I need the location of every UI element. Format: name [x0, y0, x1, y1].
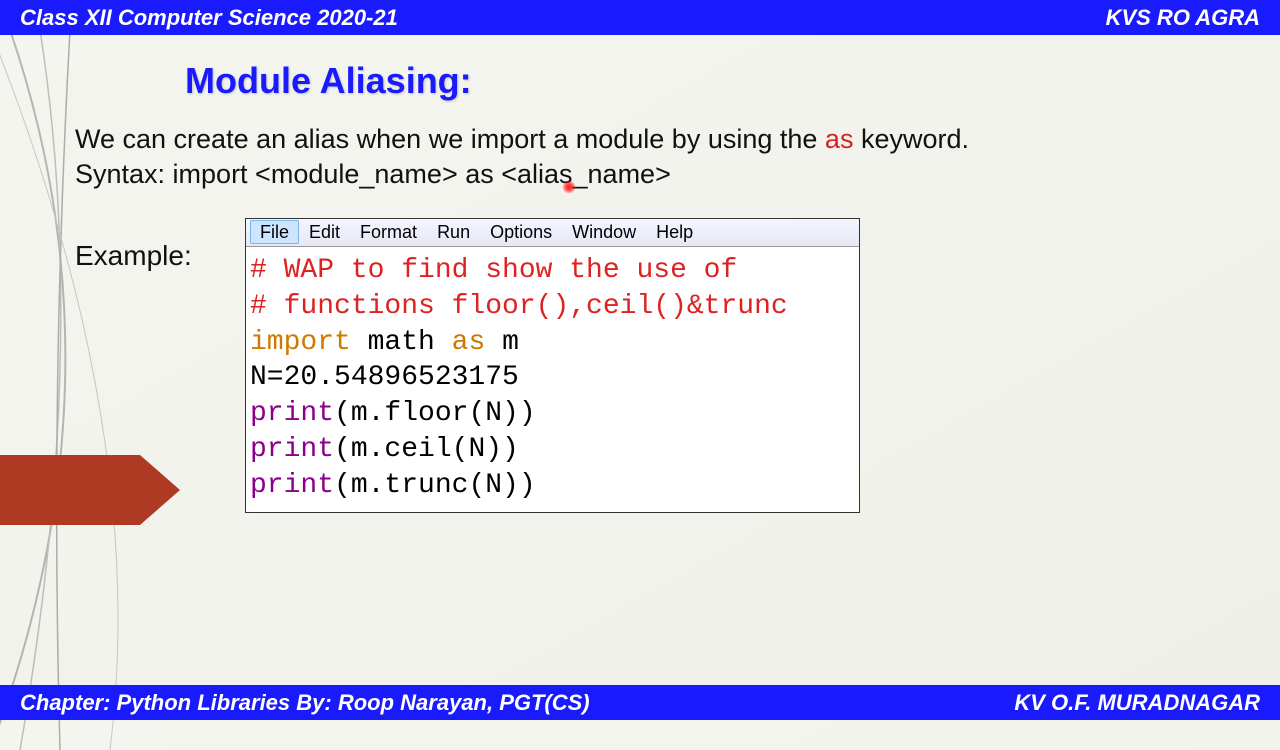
header-left: Class XII Computer Science 2020-21 — [20, 5, 398, 31]
code-token: (m.floor(N)) — [334, 398, 536, 429]
code-token: math — [351, 327, 452, 358]
menu-options[interactable]: Options — [480, 220, 562, 244]
slide-content: Module Aliasing: We can create an alias … — [0, 35, 1280, 685]
footer-left: Chapter: Python Libraries By: Roop Naray… — [20, 690, 590, 716]
syntax-line: Syntax: import <module_name> as <alias_n… — [75, 159, 671, 189]
menu-run[interactable]: Run — [427, 220, 480, 244]
code-line: # WAP to find show the use of — [250, 253, 855, 289]
menu-file[interactable]: File — [250, 220, 299, 244]
menu-format[interactable]: Format — [350, 220, 427, 244]
code-token: N=20.54896523175 — [250, 362, 519, 393]
code-token: as — [452, 327, 486, 358]
footer-right: KV O.F. MURADNAGAR — [1014, 690, 1260, 716]
ide-window: FileEditFormatRunOptionsWindowHelp # WAP… — [245, 218, 860, 513]
code-token: print — [250, 470, 334, 501]
menu-edit[interactable]: Edit — [299, 220, 350, 244]
code-token: (m.trunc(N)) — [334, 470, 536, 501]
code-line: print(m.ceil(N)) — [250, 432, 855, 468]
arrow-decoration — [0, 455, 180, 525]
para1-post: keyword. — [853, 124, 969, 154]
ide-menubar: FileEditFormatRunOptionsWindowHelp — [246, 219, 859, 247]
code-token: print — [250, 398, 334, 429]
code-token: # functions floor(),ceil()&trunc — [250, 291, 788, 322]
code-token: (m.ceil(N)) — [334, 434, 519, 465]
menu-window[interactable]: Window — [562, 220, 646, 244]
header-bar: Class XII Computer Science 2020-21 KVS R… — [0, 0, 1280, 35]
example-label: Example: — [75, 240, 192, 272]
as-keyword: as — [825, 124, 854, 154]
laser-pointer-icon — [562, 180, 576, 194]
code-area: # WAP to find show the use of # functions… — [246, 247, 859, 512]
code-line: N=20.54896523175 — [250, 360, 855, 396]
para1-pre: We can create an alias when we import a … — [75, 124, 825, 154]
code-line: print(m.floor(N)) — [250, 396, 855, 432]
code-token: # WAP to find show the use of — [250, 255, 737, 286]
code-line: import math as m — [250, 325, 855, 361]
slide-body: We can create an alias when we import a … — [75, 122, 1280, 192]
code-line: print(m.trunc(N)) — [250, 468, 855, 504]
header-right: KVS RO AGRA — [1106, 5, 1260, 31]
code-token: print — [250, 434, 334, 465]
menu-help[interactable]: Help — [646, 220, 703, 244]
code-token: m — [485, 327, 519, 358]
code-line: # functions floor(),ceil()&trunc — [250, 289, 855, 325]
code-token: import — [250, 327, 351, 358]
slide-title: Module Aliasing: — [185, 60, 1280, 102]
footer-bar: Chapter: Python Libraries By: Roop Naray… — [0, 685, 1280, 720]
